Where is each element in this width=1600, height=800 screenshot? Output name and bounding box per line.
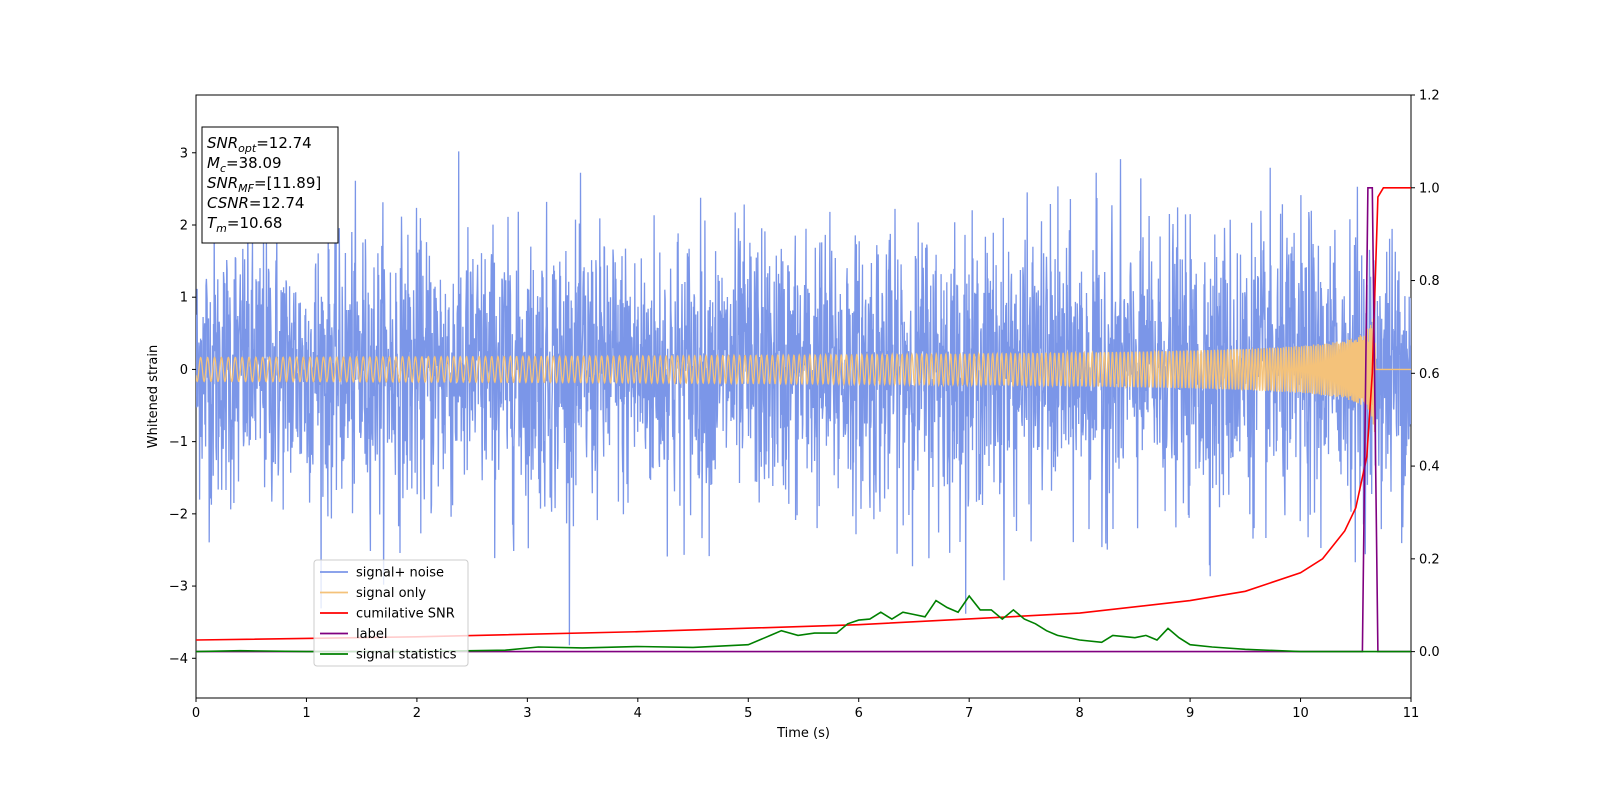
y2-axis-ticks: 0.0 0.2 0.4 0.6 0.8 1.0 1.2	[1411, 89, 1440, 660]
y-tick-label: −2	[169, 507, 188, 522]
info-tm-sub: m	[216, 222, 227, 235]
info-snr-opt-value: =12.74	[256, 134, 312, 152]
y2-tick-label: 0.2	[1419, 552, 1440, 567]
y-tick-label: −4	[169, 652, 188, 667]
x-tick-label: 8	[1075, 706, 1083, 721]
series-signal-noise-line	[196, 151, 1411, 646]
y2-tick-label: 0.8	[1419, 274, 1440, 289]
y2-tick-label: 1.2	[1419, 89, 1440, 104]
x-tick-label: 6	[855, 706, 863, 721]
legend: signal+ noise signal only cumilative SNR la…	[313, 559, 469, 667]
info-tm-base: T	[207, 214, 218, 232]
y-tick-label: 2	[180, 218, 188, 233]
legend-frame	[313, 559, 469, 667]
x-tick-label: 10	[1292, 706, 1309, 721]
y2-tick-label: 0.0	[1419, 645, 1440, 660]
y2-tick-label: 0.4	[1419, 460, 1440, 475]
y-tick-label: 0	[180, 363, 188, 378]
info-snr-mf-sub: MF	[238, 182, 254, 195]
series-layer	[196, 151, 1411, 653]
info-snr-mf: SNRMF=[11.89]	[207, 174, 321, 195]
series-signal-only-line	[196, 309, 1411, 432]
y-tick-label: −3	[169, 580, 188, 595]
info-tm: Tm=10.68	[207, 214, 282, 235]
info-mc-base: M	[207, 154, 220, 172]
x-tick-label: 4	[634, 706, 642, 721]
y-tick-label: 3	[180, 146, 188, 161]
info-snr-opt-sub: opt	[238, 142, 257, 155]
legend-label: cumilative SNR	[356, 607, 455, 622]
series-cumulative-snr-line	[196, 187, 1411, 641]
info-csnr-base: CSNR	[207, 194, 249, 212]
info-csnr: CSNR=12.74	[207, 194, 304, 212]
info-mc-sub: c	[220, 162, 226, 175]
series-signal-statistics-line	[196, 594, 1411, 653]
info-box-frame	[201, 126, 339, 244]
info-snr-mf-base: SNR	[207, 174, 238, 192]
x-tick-label: 3	[523, 706, 531, 721]
x-tick-label: 11	[1403, 706, 1420, 721]
x-tick-label: 5	[744, 706, 752, 721]
x-tick-label: 7	[965, 706, 973, 721]
info-csnr-value: =12.74	[249, 194, 305, 212]
y-tick-label: −1	[169, 435, 188, 450]
x-tick-label: 2	[413, 706, 421, 721]
info-snr-mf-value: =[11.89]	[254, 174, 321, 192]
y2-tick-label: 0.6	[1419, 367, 1440, 382]
y-axis-ticks: −4 −3 −2 −1 0 1 2 3	[169, 146, 196, 667]
y2-tick-label: 1.0	[1419, 181, 1440, 196]
y-tick-label: 1	[180, 291, 188, 306]
legend-label: signal only	[356, 586, 426, 601]
x-axis-label: Time (s)	[776, 726, 830, 741]
plot-area: 0 1 2 3 4 5 6 7 8 9 10 11 −4 −3 −2 −1 0 1 2 3 0.0 0.2 0.4 0.6…	[169, 89, 1440, 722]
legend-label: signal statistics	[356, 648, 457, 663]
x-tick-label: 0	[192, 706, 200, 721]
x-tick-label: 1	[302, 706, 310, 721]
info-tm-value: =10.68	[227, 214, 283, 232]
info-mc: Mc=38.09	[207, 154, 282, 175]
legend-label: label	[356, 627, 387, 642]
info-snr-opt: SNRopt=12.74	[207, 134, 312, 155]
info-snr-opt-base: SNR	[207, 134, 238, 152]
x-tick-label: 9	[1186, 706, 1194, 721]
info-mc-value: =38.09	[226, 154, 282, 172]
info-box: SNRopt=12.74 Mc=38.09 SNRMF=[11.89] CSNR…	[201, 126, 339, 244]
y-axis-label: Whitened strain	[146, 345, 161, 448]
x-axis-ticks: 0 1 2 3 4 5 6 7 8 9 10 11	[192, 698, 1419, 721]
legend-label: signal+ noise	[356, 566, 444, 581]
